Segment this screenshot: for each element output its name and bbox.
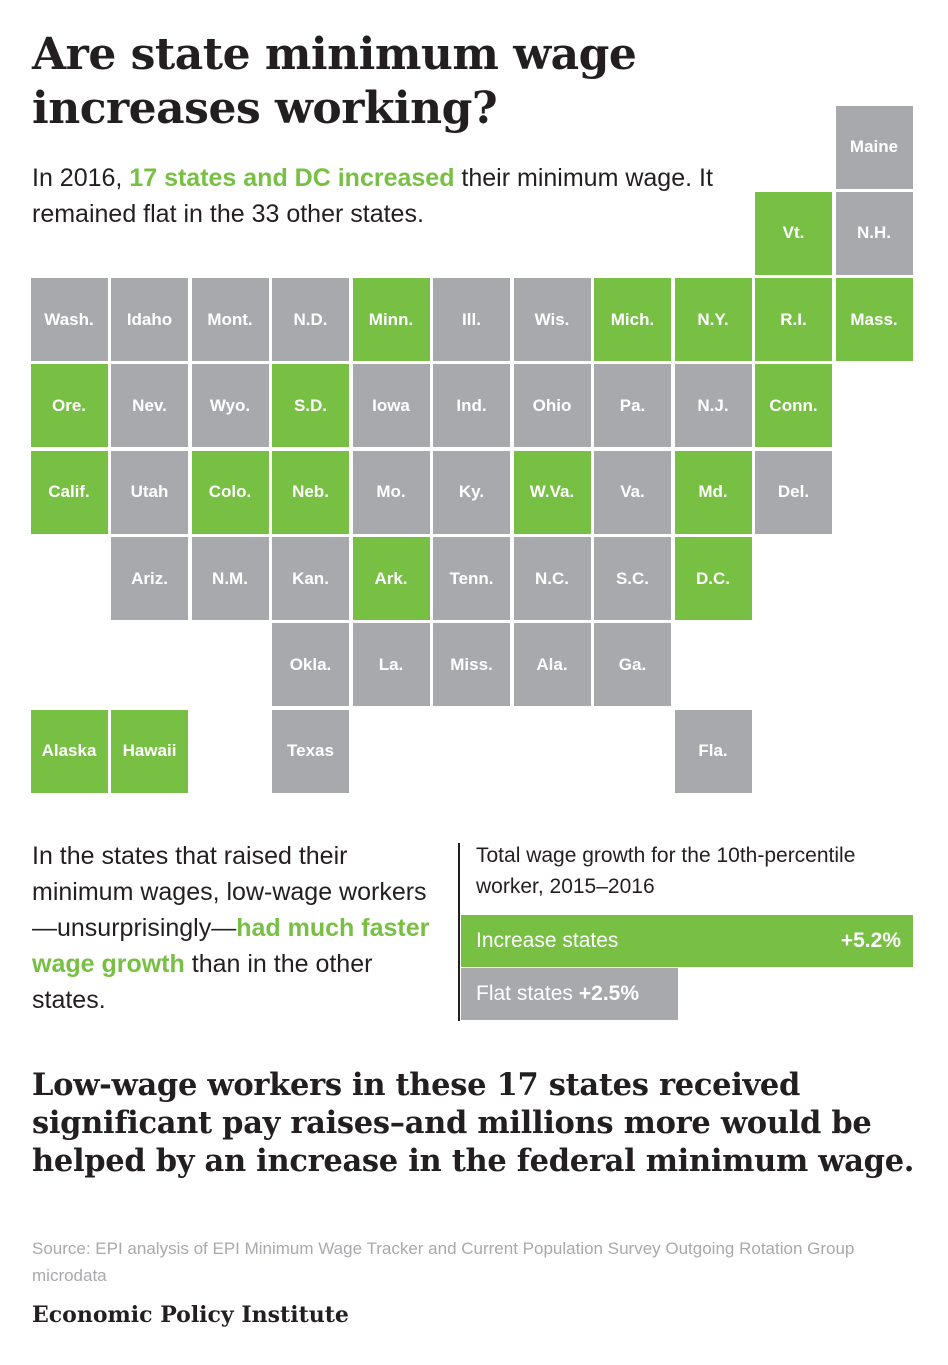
source-note: Source: EPI analysis of EPI Minimum Wage…: [32, 1239, 855, 1285]
state-tile-fla: Fla.: [674, 709, 752, 793]
state-tile-maine: Maine: [835, 105, 913, 189]
state-tile-la: La.: [352, 623, 430, 707]
state-tile-n-d: N.D.: [272, 278, 349, 362]
state-tile-nev: Nev.: [111, 364, 188, 448]
state-tile-n-j: N.J.: [674, 364, 752, 448]
state-tile-alaska: Alaska: [30, 709, 108, 793]
state-tile-vt: Vt.: [755, 191, 832, 275]
state-tile-conn: Conn.: [755, 364, 832, 448]
state-tile-md: Md.: [674, 450, 752, 534]
state-tile-iowa: Iowa: [352, 364, 430, 448]
state-tile-texas: Texas: [272, 709, 349, 793]
page-title: Are state minimum wage increases working…: [32, 29, 637, 134]
bar-value-flat-states: +2.5%: [578, 982, 640, 1005]
state-tile-ala: Ala.: [513, 623, 591, 707]
state-tile-hawaii: Hawaii: [111, 709, 188, 793]
state-tile-n-y: N.Y.: [674, 278, 752, 362]
state-tile-tenn: Tenn.: [433, 537, 510, 620]
state-tile-pa: Pa.: [594, 364, 671, 448]
state-tile-s-d: S.D.: [272, 364, 349, 448]
state-tile-ohio: Ohio: [513, 364, 591, 448]
bar-flat-states: Flat states +2.5%: [461, 968, 679, 1020]
state-tile-colo: Colo.: [191, 450, 269, 534]
bar-label-flat-states: Flat states: [476, 982, 573, 1005]
state-tile-del: Del.: [755, 450, 832, 534]
state-tile-okla: Okla.: [272, 623, 349, 707]
state-tile-n-h: N.H.: [835, 191, 913, 275]
chart-axis-line: [458, 843, 460, 1021]
state-tile-r-i: R.I.: [755, 278, 832, 362]
state-tile-kan: Kan.: [272, 537, 349, 620]
bar-increase-states: Increase states +5.2%: [461, 915, 913, 967]
state-tile-ind: Ind.: [433, 364, 510, 448]
state-tile-neb: Neb.: [272, 450, 349, 534]
state-tile-mass: Mass.: [835, 278, 913, 362]
state-tile-n-c: N.C.: [513, 537, 591, 620]
state-tile-wash: Wash.: [30, 278, 108, 362]
state-tile-wis: Wis.: [513, 278, 591, 362]
findings-text: In the states that raised their minimum …: [32, 838, 442, 1018]
chart-title: Total wage growth for the 10th-percentil…: [476, 844, 856, 898]
state-tile-mich: Mich.: [594, 278, 671, 362]
conclusion-text: Low-wage workers in these 17 states rece…: [32, 1067, 915, 1179]
organization-name: Economic Policy Institute: [32, 1302, 349, 1328]
state-tile-ga: Ga.: [594, 623, 671, 707]
state-tile-minn: Minn.: [352, 278, 430, 362]
state-tile-ky: Ky.: [433, 450, 510, 534]
bar-label-increase-states: Increase states: [476, 929, 619, 952]
intro-suffix: their minimum wage. It remained flat in …: [32, 164, 713, 228]
state-tile-miss: Miss.: [433, 623, 510, 707]
state-tile-va: Va.: [594, 450, 671, 534]
findings-suffix: than in the other states.: [32, 950, 373, 1014]
findings-prefix: In the states that raised their minimum …: [32, 842, 427, 942]
state-tile-w-va: W.Va.: [513, 450, 591, 534]
state-tile-s-c: S.C.: [594, 537, 671, 620]
state-tile-mo: Mo.: [352, 450, 430, 534]
state-tile-wyo: Wyo.: [191, 364, 269, 448]
intro-text: In 2016, 17 states and DC increased thei…: [32, 160, 752, 232]
bar-value-increase-states: +5.2%: [840, 929, 901, 952]
state-tile-utah: Utah: [111, 450, 188, 534]
state-tile-idaho: Idaho: [111, 278, 188, 362]
state-tile-ill: Ill.: [433, 278, 510, 362]
intro-prefix: In 2016,: [32, 164, 123, 192]
state-tile-d-c: D.C.: [674, 537, 752, 620]
state-tile-ariz: Ariz.: [111, 537, 188, 620]
intro-highlight: 17 states and DC increased: [129, 164, 455, 192]
state-tile-calif: Calif.: [30, 450, 108, 534]
findings-highlight: had much faster wage growth: [32, 914, 430, 978]
state-tile-ark: Ark.: [352, 537, 430, 620]
state-tile-ore: Ore.: [30, 364, 108, 448]
state-tile-n-m: N.M.: [191, 537, 269, 620]
state-tile-mont: Mont.: [191, 278, 269, 362]
